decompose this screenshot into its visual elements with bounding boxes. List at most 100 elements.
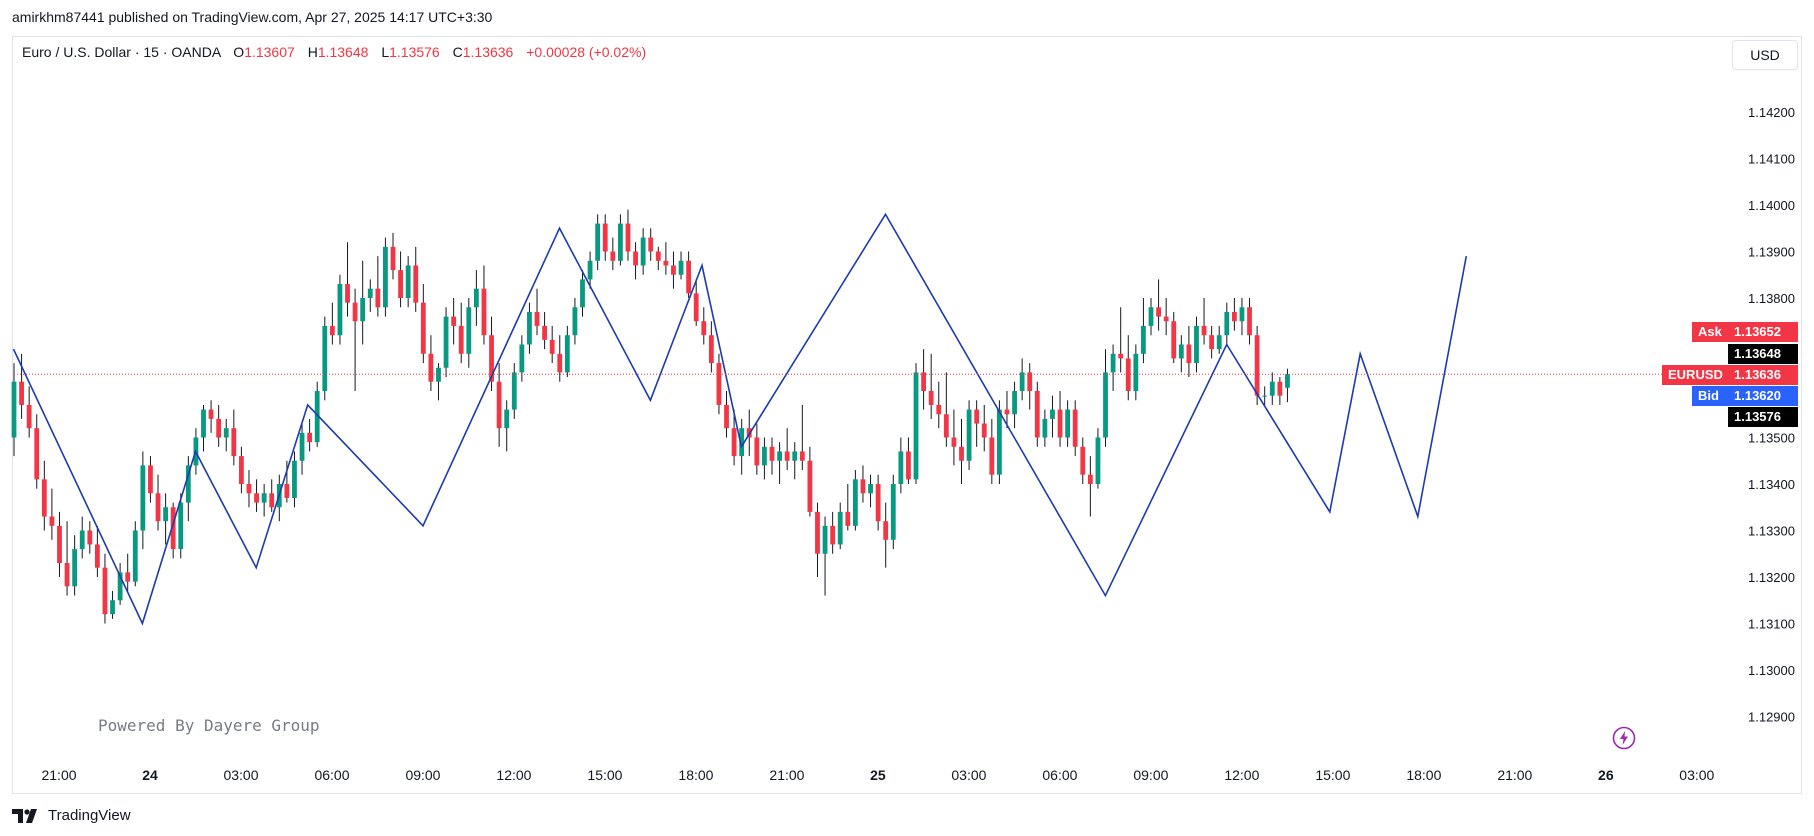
- candle-body: [557, 353, 563, 373]
- candle: [716, 353, 722, 415]
- candle: [852, 470, 858, 531]
- candle-body: [420, 302, 426, 354]
- candle: [1042, 409, 1048, 447]
- x-tick-label: 18:00: [678, 767, 713, 783]
- candle: [1194, 316, 1199, 373]
- candle-body: [1125, 358, 1131, 391]
- candle-body: [1216, 335, 1222, 350]
- candle-body: [527, 311, 532, 345]
- candle-body: [898, 451, 904, 484]
- candle-body: [542, 325, 547, 340]
- candle-body: [1285, 374, 1290, 388]
- y-tick-label: 1.13900: [1748, 245, 1795, 260]
- candle-body: [708, 335, 714, 364]
- candle-body: [1239, 307, 1245, 322]
- candle: [587, 251, 593, 289]
- candle: [724, 391, 729, 438]
- candle-body: [216, 418, 222, 438]
- candle: [269, 479, 275, 512]
- x-tick-label: 09:00: [405, 767, 440, 783]
- candle: [148, 456, 153, 503]
- candle: [936, 381, 942, 429]
- candle: [875, 474, 881, 531]
- candle: [542, 311, 547, 350]
- candle-body: [1277, 381, 1283, 396]
- candle-body: [473, 288, 479, 308]
- candle-body: [1133, 353, 1139, 391]
- candle-body: [413, 265, 419, 303]
- ask-tag-label: Ask: [1692, 322, 1730, 342]
- candle: [648, 228, 654, 261]
- candle: [633, 242, 638, 280]
- candle-body: [49, 516, 55, 526]
- candle-body: [602, 223, 608, 252]
- candle-body: [1057, 409, 1063, 438]
- candle: [1072, 400, 1078, 457]
- candle: [352, 288, 358, 391]
- candle: [792, 442, 798, 480]
- candle: [49, 488, 55, 540]
- candle-body: [57, 525, 62, 564]
- x-tick-label: 21:00: [1497, 767, 1532, 783]
- low-value: 1.13576: [389, 44, 440, 60]
- tradingview-logo[interactable]: TradingView: [12, 807, 131, 824]
- candle-body: [822, 525, 828, 554]
- candle-body: [398, 270, 403, 298]
- candle: [1057, 391, 1063, 447]
- candle: [110, 590, 115, 619]
- candle: [1004, 391, 1010, 429]
- candle: [754, 423, 760, 475]
- candle: [398, 251, 403, 308]
- candle-body: [837, 511, 843, 545]
- candle: [254, 479, 259, 512]
- candle: [216, 404, 222, 447]
- candle-body: [1080, 446, 1086, 475]
- candle: [155, 474, 161, 531]
- close-label: C: [452, 44, 463, 60]
- candle-body: [1103, 372, 1108, 438]
- candle-body: [269, 493, 275, 508]
- candle-body: [34, 428, 40, 480]
- candle: [367, 279, 373, 312]
- candle: [1050, 395, 1055, 438]
- candle-body: [890, 484, 896, 540]
- candle-body: [367, 288, 373, 298]
- zigzag-line: [12, 212, 1468, 626]
- candle: [443, 307, 449, 378]
- candle-body: [762, 446, 767, 466]
- y-tick-label: 1.13800: [1748, 291, 1795, 306]
- candle: [185, 456, 191, 522]
- candle: [1080, 437, 1086, 484]
- candle: [890, 474, 896, 550]
- candle-body: [428, 353, 434, 382]
- candle: [678, 251, 684, 280]
- y-tick-label: 1.13200: [1748, 570, 1795, 585]
- candle-body: [458, 325, 464, 354]
- symbol-name[interactable]: Euro / U.S. Dollar · 15 · OANDA: [22, 44, 221, 60]
- candle: [1231, 298, 1237, 331]
- candle: [284, 460, 290, 503]
- candle: [223, 418, 229, 452]
- candle: [458, 302, 464, 364]
- currency-button[interactable]: USD: [1732, 40, 1798, 70]
- candle-body: [94, 544, 100, 568]
- candle: [102, 553, 108, 624]
- candle-body: [1201, 325, 1207, 336]
- candle: [261, 484, 267, 517]
- candle-body: [102, 567, 108, 615]
- lightning-icon[interactable]: [1612, 726, 1636, 750]
- candle-body: [959, 446, 964, 461]
- candle: [511, 363, 517, 419]
- candle-body: [534, 311, 540, 326]
- candle-body: [1247, 307, 1252, 336]
- candle-body: [1027, 372, 1033, 391]
- candle-body: [625, 223, 631, 252]
- candle-body: [1156, 307, 1161, 317]
- x-tick-label: 12:00: [1224, 767, 1259, 783]
- candle: [140, 451, 146, 550]
- y-tick-label: 1.13400: [1748, 477, 1795, 492]
- price-chart[interactable]: 1.14200 1.14100 1.14000 1.13900 1.13800 1.135…: [0, 0, 1814, 800]
- candle-body: [572, 307, 578, 336]
- candle: [405, 256, 411, 308]
- candle-body: [64, 563, 70, 587]
